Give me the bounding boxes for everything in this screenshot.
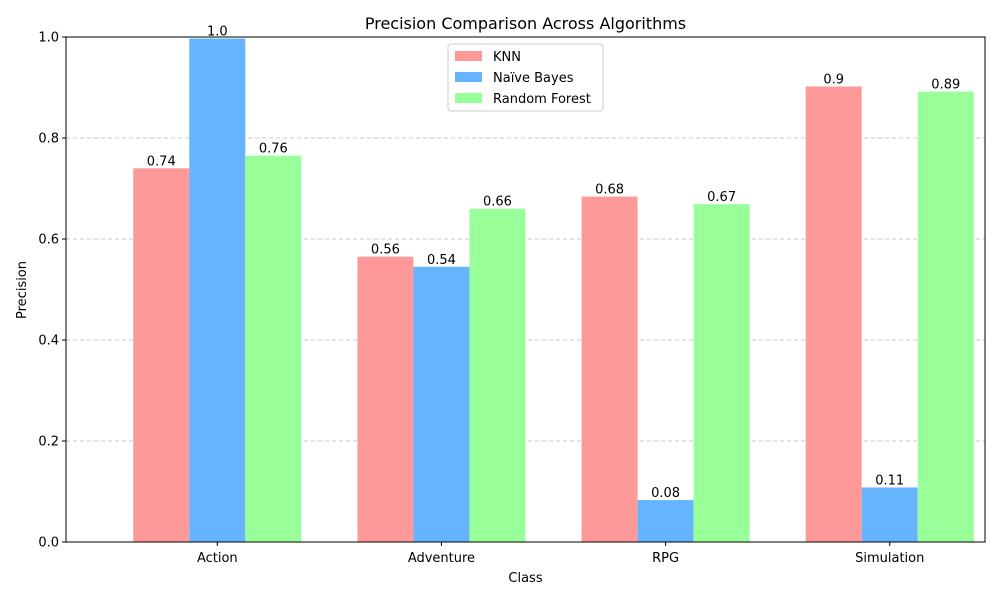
legend-swatch <box>455 51 482 61</box>
legend: KNN Naïve Bayes Random Forest <box>447 43 604 112</box>
data-labels: 0.74 0.56 0.68 0.9 1.0 0.54 0.08 0.11 0.76 0.66 0.… <box>147 25 960 502</box>
legend-box <box>447 43 604 112</box>
data-label: 0.74 <box>147 154 176 169</box>
legend-label: Naïve Bayes <box>493 71 574 86</box>
bar <box>469 208 526 542</box>
x-axis-label: Class <box>508 571 542 586</box>
bar <box>805 86 862 543</box>
y-axis-ticks: 0.0 0.2 0.4 0.6 0.8 1.0 <box>38 31 66 551</box>
y-tick-label: 1.0 <box>38 31 59 46</box>
chart-title: Precision Comparison Across Algorithms <box>365 14 686 33</box>
data-label: 0.66 <box>483 195 512 210</box>
legend-swatch <box>455 93 482 103</box>
bar <box>413 266 470 542</box>
x-tick-label: Simulation <box>855 551 924 566</box>
legend-swatch <box>455 72 482 82</box>
y-tick-label: 0.8 <box>38 132 59 147</box>
y-tick-label: 0.6 <box>38 233 59 248</box>
data-label: 0.54 <box>427 253 456 268</box>
x-axis-ticks: Action Adventure RPG Simulation <box>197 542 924 566</box>
data-label: 1.0 <box>207 25 228 40</box>
plot-frame <box>65 36 986 543</box>
y-tick-label: 0.4 <box>38 334 59 349</box>
bar <box>133 168 190 543</box>
data-label: 0.67 <box>707 190 736 205</box>
data-label: 0.9 <box>823 72 844 87</box>
legend-label: KNN <box>493 50 521 65</box>
data-label: 0.68 <box>595 183 624 198</box>
data-label: 0.89 <box>931 78 960 93</box>
bar <box>861 487 918 542</box>
y-axis-label: Precision <box>15 261 30 319</box>
bars <box>133 38 974 543</box>
x-tick-label: Adventure <box>408 551 475 566</box>
data-label: 0.56 <box>371 243 400 258</box>
data-label: 0.76 <box>259 142 288 157</box>
data-label: 0.08 <box>651 486 680 501</box>
legend-label: Random Forest <box>493 92 591 107</box>
bar <box>581 196 638 542</box>
bar <box>245 155 302 543</box>
bar <box>693 204 750 542</box>
x-tick-label: Action <box>197 551 238 566</box>
y-tick-label: 0.0 <box>38 536 59 551</box>
bar <box>189 38 246 542</box>
bar <box>917 91 974 542</box>
y-tick-label: 0.2 <box>38 435 59 450</box>
bar <box>357 256 414 542</box>
data-label: 0.11 <box>875 473 904 488</box>
x-tick-label: RPG <box>652 551 679 566</box>
bar <box>637 500 694 542</box>
